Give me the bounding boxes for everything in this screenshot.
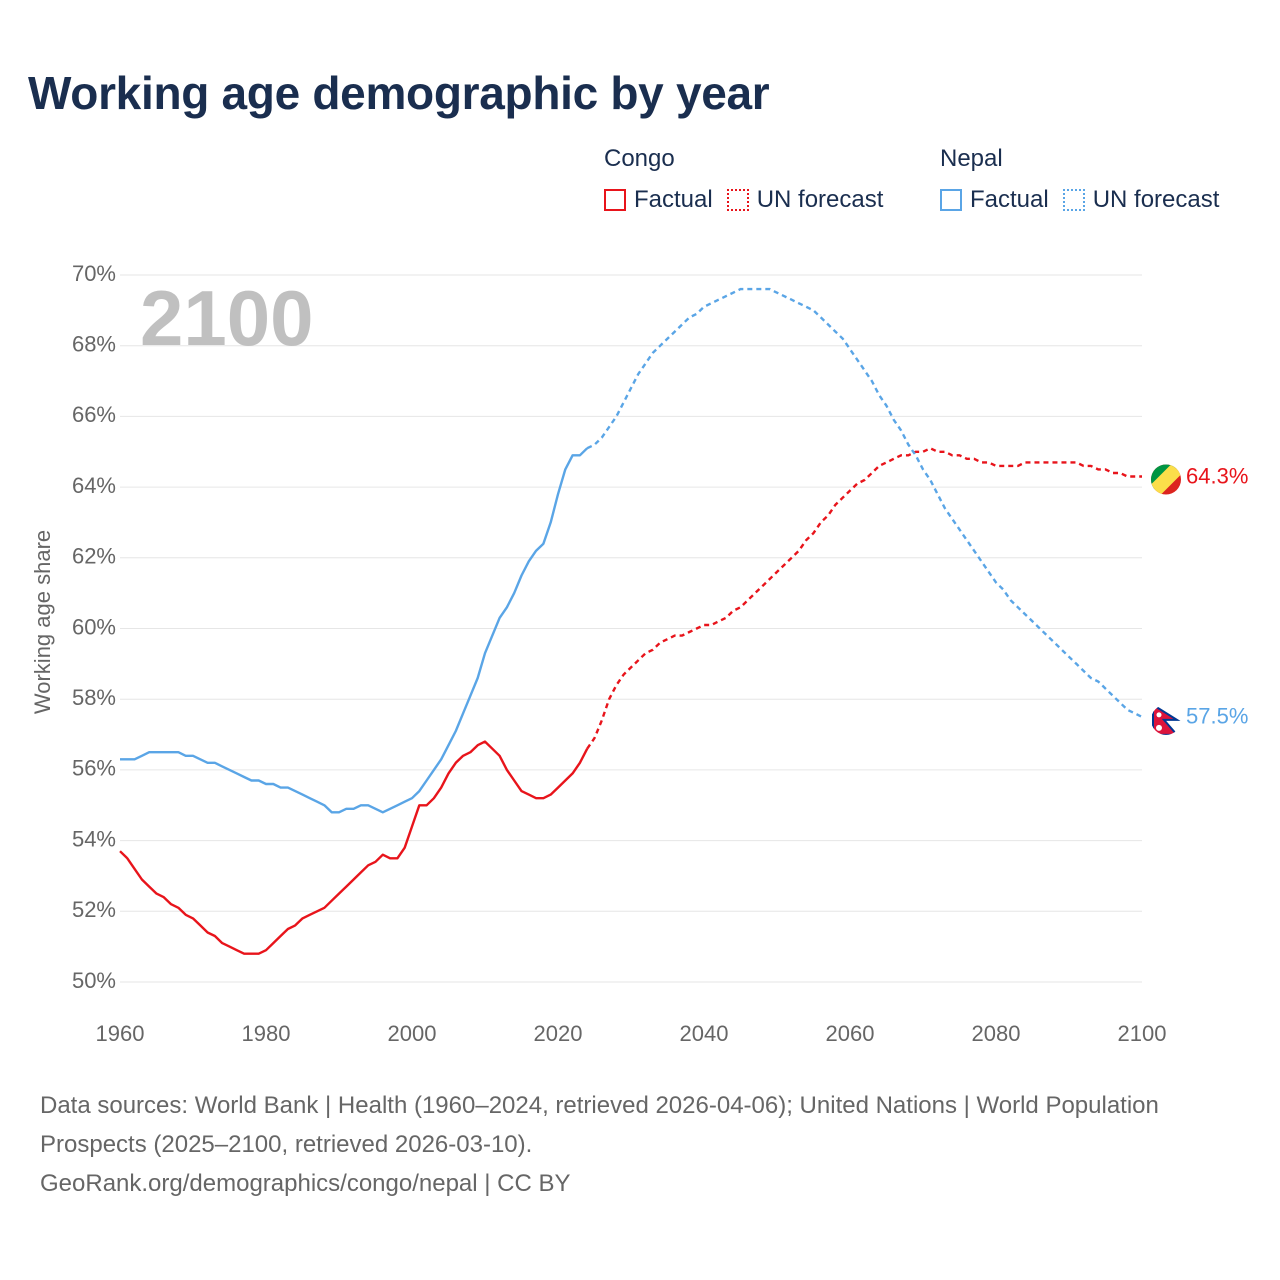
nepal-flag-icon (1151, 704, 1181, 735)
legend-congo-name: Congo (604, 145, 675, 172)
legend-nepal-forecast-label: UN forecast (1092, 186, 1220, 213)
legend-nepal-forecast[interactable]: UN forecast (1062, 186, 1220, 214)
nepal-forecast-line (586, 287, 1143, 718)
y-axis-label: Working age share (30, 530, 55, 714)
legend-nepal-name: Nepal (940, 145, 1003, 172)
y-axis-ticks: 50% 52% 54% 56% 58% 60% 62% 64% 66% 68% 70% (72, 261, 116, 993)
y-tick-label: 60% (72, 614, 116, 639)
end-markers: 64.3% 57.5% (1151, 463, 1248, 735)
y-tick-label: 62% (72, 544, 116, 569)
x-tick-label: 2000 (388, 1021, 437, 1046)
y-tick-label: 68% (72, 332, 116, 357)
legend-nepal-forecast-swatch (1062, 189, 1085, 211)
legend-nepal-factual[interactable]: Factual (940, 186, 1049, 214)
x-tick-label: 2060 (826, 1021, 875, 1046)
legend-congo-forecast-label: UN forecast (756, 186, 884, 213)
y-tick-label: 58% (72, 685, 116, 710)
y-tick-label: 66% (72, 402, 116, 427)
congo-factual-line (119, 740, 589, 955)
legend-nepal-factual-swatch (940, 189, 962, 211)
legend-nepal: Nepal Factual UN forecast (940, 144, 1233, 214)
line-chart: 50%52%54%56%58%60%62%64%66%68%70% 1960 19… (30, 261, 1248, 1046)
series (119, 287, 1143, 955)
congo-forecast-line (586, 446, 1142, 750)
x-tick-label: 1980 (242, 1021, 291, 1046)
y-tick-label: 56% (72, 756, 116, 781)
x-tick-label: 2100 (1118, 1021, 1167, 1046)
legend-nepal-factual-label: Factual (970, 186, 1049, 213)
nepal-end-value: 57.5% (1186, 704, 1248, 729)
x-tick-label: 1960 (96, 1021, 145, 1046)
y-tick-label: 64% (72, 473, 116, 498)
y-tick-label: 54% (72, 826, 116, 851)
data-sources: Data sources: World Bank | Health (1960–… (40, 1092, 1159, 1158)
legend-congo-factual-swatch (604, 189, 626, 211)
x-tick-label: 2020 (534, 1021, 583, 1046)
nepal-factual-line (120, 447, 589, 814)
x-tick-label: 2040 (680, 1021, 729, 1046)
footer: Data sources: World Bank | Health (1960–… (40, 1086, 1200, 1203)
credit-link[interactable]: GeoRank.org/demographics/congo/nepal | C… (40, 1170, 571, 1197)
legend-congo-forecast[interactable]: UN forecast (726, 186, 884, 214)
chart-title: Working age demographic by year (28, 67, 770, 119)
y-tick-label: 52% (72, 897, 116, 922)
current-year-label: 2100 (140, 274, 314, 362)
y-tick-label: 50% (72, 968, 116, 993)
grid (120, 274, 1142, 983)
legend-congo-factual[interactable]: Factual (604, 186, 713, 214)
x-axis-ticks: 1960 1980 2000 2020 2040 2060 2080 2100 (96, 1021, 1167, 1046)
y-tick-label: 70% (72, 261, 116, 286)
legend-congo-forecast-swatch (726, 189, 749, 211)
legend-congo-factual-label: Factual (634, 186, 713, 213)
congo-flag-icon (1151, 464, 1181, 495)
congo-end-value: 64.3% (1186, 463, 1248, 488)
legend-congo: Congo Factual UN forecast (604, 144, 897, 214)
x-tick-label: 2080 (972, 1021, 1021, 1046)
